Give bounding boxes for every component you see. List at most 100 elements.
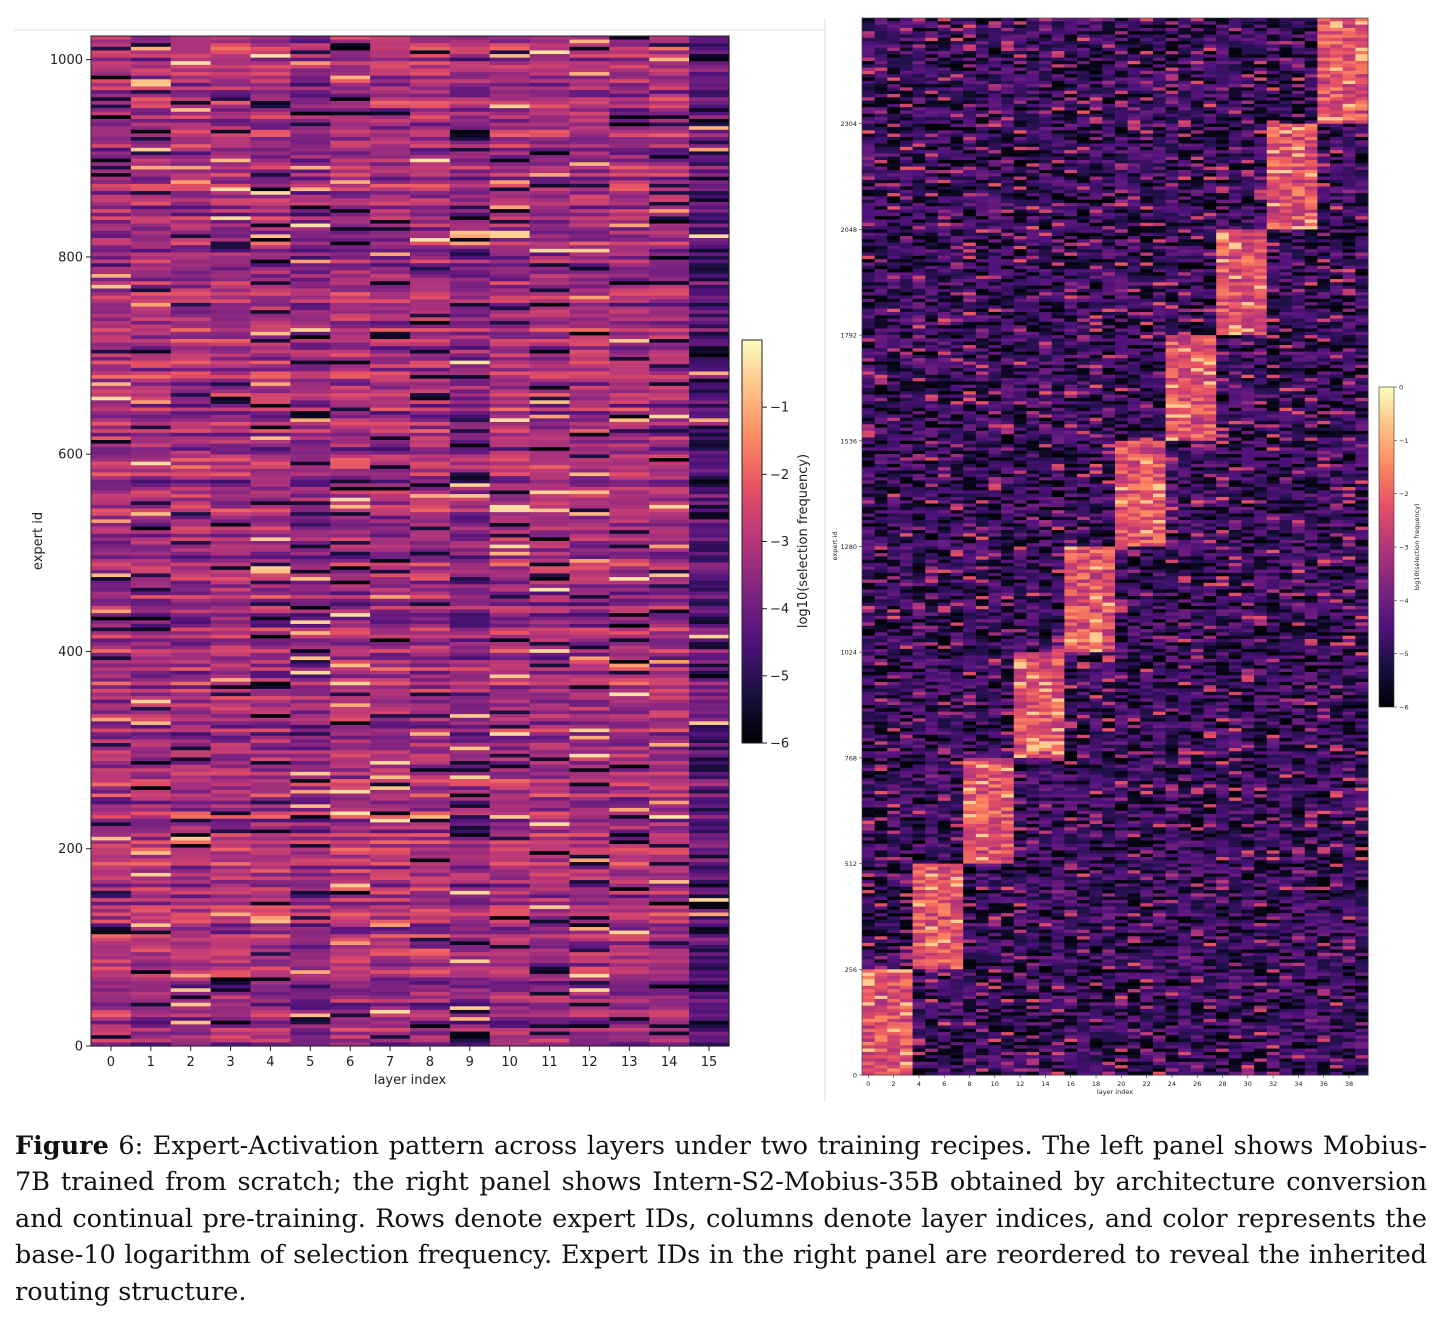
- heatmap-cell: [170, 750, 212, 755]
- heatmap-cell: [489, 299, 531, 304]
- heatmap-cell: [609, 39, 650, 44]
- heatmap-cell: [862, 893, 876, 898]
- heatmap-cell: [689, 869, 730, 874]
- heatmap-cell: [91, 649, 132, 654]
- heatmap-cell: [449, 72, 491, 77]
- heatmap-cell: [489, 678, 531, 683]
- heatmap-cell: [529, 663, 571, 668]
- heatmap-cell: [370, 317, 411, 322]
- heatmap-cell: [410, 988, 451, 993]
- heatmap-cell: [569, 833, 610, 838]
- heatmap-cell: [449, 952, 491, 957]
- heatmap-cell: [449, 703, 491, 708]
- heatmap-cell: [449, 548, 491, 553]
- heatmap-cell: [489, 472, 531, 477]
- heatmap-cell: [250, 663, 291, 668]
- heatmap-cell: [489, 216, 531, 221]
- heatmap-cell: [449, 335, 491, 340]
- heatmap-cell: [91, 331, 132, 336]
- heatmap-cell: [370, 598, 411, 603]
- heatmap-cell: [874, 437, 888, 442]
- heatmap-cell: [170, 342, 212, 347]
- heatmap-cell: [449, 82, 491, 88]
- heatmap-cell: [91, 320, 132, 326]
- heatmap-cell: [569, 68, 610, 73]
- heatmap-cell: [489, 717, 531, 722]
- heatmap-cell: [689, 403, 730, 409]
- heatmap-cell: [874, 387, 888, 392]
- heatmap-cell: [91, 501, 132, 506]
- heatmap-cell: [529, 1042, 571, 1047]
- heatmap-cell: [170, 836, 212, 841]
- heatmap-cell: [649, 923, 690, 928]
- heatmap-cell: [130, 905, 172, 910]
- heatmap-cell: [489, 642, 531, 647]
- heatmap-cell: [649, 158, 690, 163]
- heatmap-cell: [330, 274, 371, 279]
- heatmap-cell: [410, 660, 451, 665]
- heatmap-cell: [569, 699, 610, 704]
- heatmap-cell: [130, 382, 172, 387]
- heatmap-cell: [862, 870, 876, 875]
- heatmap-cell: [370, 122, 411, 127]
- heatmap-cell: [91, 302, 132, 308]
- heatmap-cell: [290, 465, 331, 470]
- heatmap-cell: [91, 313, 132, 318]
- heatmap-cell: [649, 302, 690, 308]
- heatmap-cell: [449, 454, 491, 459]
- heatmap-cell: [91, 699, 132, 704]
- heatmap-cell: [410, 263, 451, 268]
- heatmap-cell: [250, 620, 291, 625]
- heatmap-cell: [210, 562, 252, 567]
- heatmap-cell: [862, 989, 876, 993]
- heatmap-cell: [569, 100, 610, 106]
- heatmap-cell: [862, 526, 876, 531]
- heatmap-cell: [489, 530, 531, 535]
- heatmap-cell: [609, 512, 650, 517]
- heatmap-cell: [649, 945, 690, 950]
- heatmap-cell: [410, 1027, 451, 1033]
- heatmap-cell: [862, 863, 876, 868]
- heatmap-cell: [569, 479, 610, 484]
- heatmap-cell: [91, 941, 132, 946]
- heatmap-cell: [862, 411, 876, 415]
- heatmap-cell: [649, 230, 690, 235]
- heatmap-cell: [410, 364, 451, 369]
- heatmap-cell: [862, 183, 876, 187]
- heatmap-cell: [862, 1038, 876, 1043]
- heatmap-cell: [410, 912, 451, 917]
- heatmap-cell: [689, 916, 730, 921]
- heatmap-cell: [449, 963, 491, 968]
- heatmap-cell: [91, 620, 132, 625]
- heatmap-cell: [170, 717, 212, 722]
- heatmap-cell: [449, 811, 491, 816]
- heatmap-cell: [689, 1035, 730, 1040]
- heatmap-cell: [862, 255, 876, 260]
- heatmap-cell: [91, 862, 132, 867]
- heatmap-cell: [370, 219, 411, 225]
- heatmap-cell: [91, 999, 132, 1004]
- heatmap-cell: [489, 313, 531, 318]
- heatmap-cell: [874, 77, 888, 82]
- heatmap-cell: [250, 999, 291, 1004]
- heatmap-cell: [569, 880, 610, 885]
- heatmap-cell: [569, 912, 610, 917]
- heatmap-cell: [210, 212, 252, 217]
- heatmap-cell: [210, 573, 252, 578]
- heatmap-cell: [370, 537, 411, 542]
- heatmap-cell: [290, 108, 331, 113]
- heatmap-cell: [91, 144, 132, 149]
- heatmap-cell: [874, 110, 888, 115]
- heatmap-cell: [569, 43, 610, 48]
- heatmap-cell: [529, 64, 571, 70]
- heatmap-cell: [130, 342, 172, 347]
- heatmap-cell: [862, 1061, 876, 1066]
- heatmap-cell: [130, 584, 172, 589]
- heatmap-cell: [91, 988, 132, 993]
- heatmap-cell: [290, 418, 331, 423]
- heatmap-cell: [449, 688, 491, 694]
- heatmap-cell: [91, 952, 132, 957]
- heatmap-cell: [290, 735, 331, 740]
- heatmap-cell: [290, 385, 331, 391]
- heatmap-cell: [210, 443, 252, 448]
